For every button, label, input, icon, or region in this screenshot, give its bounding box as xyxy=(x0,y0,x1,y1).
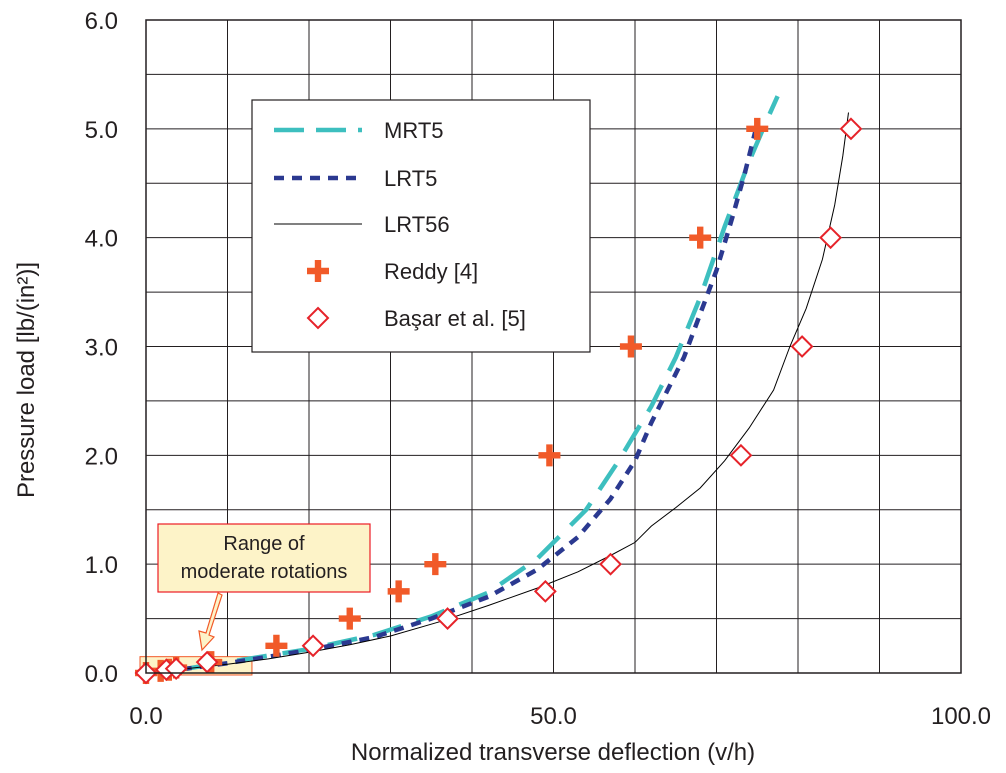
y-tick-label: 0.0 xyxy=(85,661,118,688)
point-reddy xyxy=(387,580,410,603)
point-basar xyxy=(195,650,219,674)
point-basar xyxy=(839,117,863,141)
x-axis-title: Normalized transverse deflection (v/h) xyxy=(351,739,755,766)
point-basar xyxy=(729,443,753,467)
point-basar xyxy=(790,335,814,358)
legend-swatch xyxy=(307,260,329,282)
annotation: Range of moderate rotations xyxy=(157,523,371,652)
point-reddy xyxy=(619,335,642,358)
annotation-text: Range of xyxy=(223,533,305,555)
x-tick-label: 50.0 xyxy=(530,703,577,730)
y-tick-label: 3.0 xyxy=(85,335,118,362)
annotation-arrow xyxy=(198,592,223,652)
x-tick-label: 100.0 xyxy=(931,703,991,730)
point-reddy xyxy=(338,607,361,630)
legend-label: LRT56 xyxy=(384,212,450,237)
legend-entry: Reddy [4] xyxy=(307,259,478,284)
tick-labels: 0.0 50.0 100.0 0.0 1.0 2.0 3.0 4.0 5.0 6.0 xyxy=(85,8,991,730)
legend-label: MRT5 xyxy=(384,118,444,143)
y-tick-label: 4.0 xyxy=(85,226,118,253)
point-basar xyxy=(599,552,622,576)
plot-frame xyxy=(145,19,962,674)
plot-border xyxy=(145,19,962,674)
point-reddy xyxy=(689,226,712,249)
point-basar xyxy=(533,579,557,603)
point-basar xyxy=(301,634,325,658)
legend-entry: LRT56 xyxy=(274,212,450,237)
point-reddy xyxy=(746,117,769,140)
y-tick-label: 1.0 xyxy=(85,552,118,579)
legend-label: Başar et al. [5] xyxy=(384,306,526,331)
x-tick-label: 0.0 xyxy=(129,703,162,730)
point-basar xyxy=(164,657,188,681)
y-tick-label: 2.0 xyxy=(85,443,118,470)
legend-entry: Başar et al. [5] xyxy=(306,306,526,331)
series-line-lrt5 xyxy=(145,122,760,676)
point-reddy xyxy=(424,553,447,576)
y-axis-title: Pressure load [lb/(in²)] xyxy=(13,262,40,498)
annotation-text: moderate rotations xyxy=(181,561,348,583)
point-basar xyxy=(436,607,459,630)
point-basar xyxy=(819,226,843,250)
legend-entry: MRT5 xyxy=(274,118,444,143)
series-layer xyxy=(134,95,863,685)
legend-label: Reddy [4] xyxy=(384,259,478,284)
point-reddy xyxy=(265,634,288,657)
y-tick-label: 5.0 xyxy=(85,117,118,144)
point-reddy xyxy=(538,444,561,467)
legend-swatch xyxy=(306,306,330,330)
legend-box xyxy=(251,99,591,353)
legend-entry: LRT5 xyxy=(274,166,437,191)
legend-label: LRT5 xyxy=(384,166,437,191)
legend: MRT5 LRT5 LRT56 Reddy [4] Başar et al. [5] xyxy=(251,99,591,353)
y-tick-label: 6.0 xyxy=(85,8,118,35)
annotation-box xyxy=(157,523,371,593)
